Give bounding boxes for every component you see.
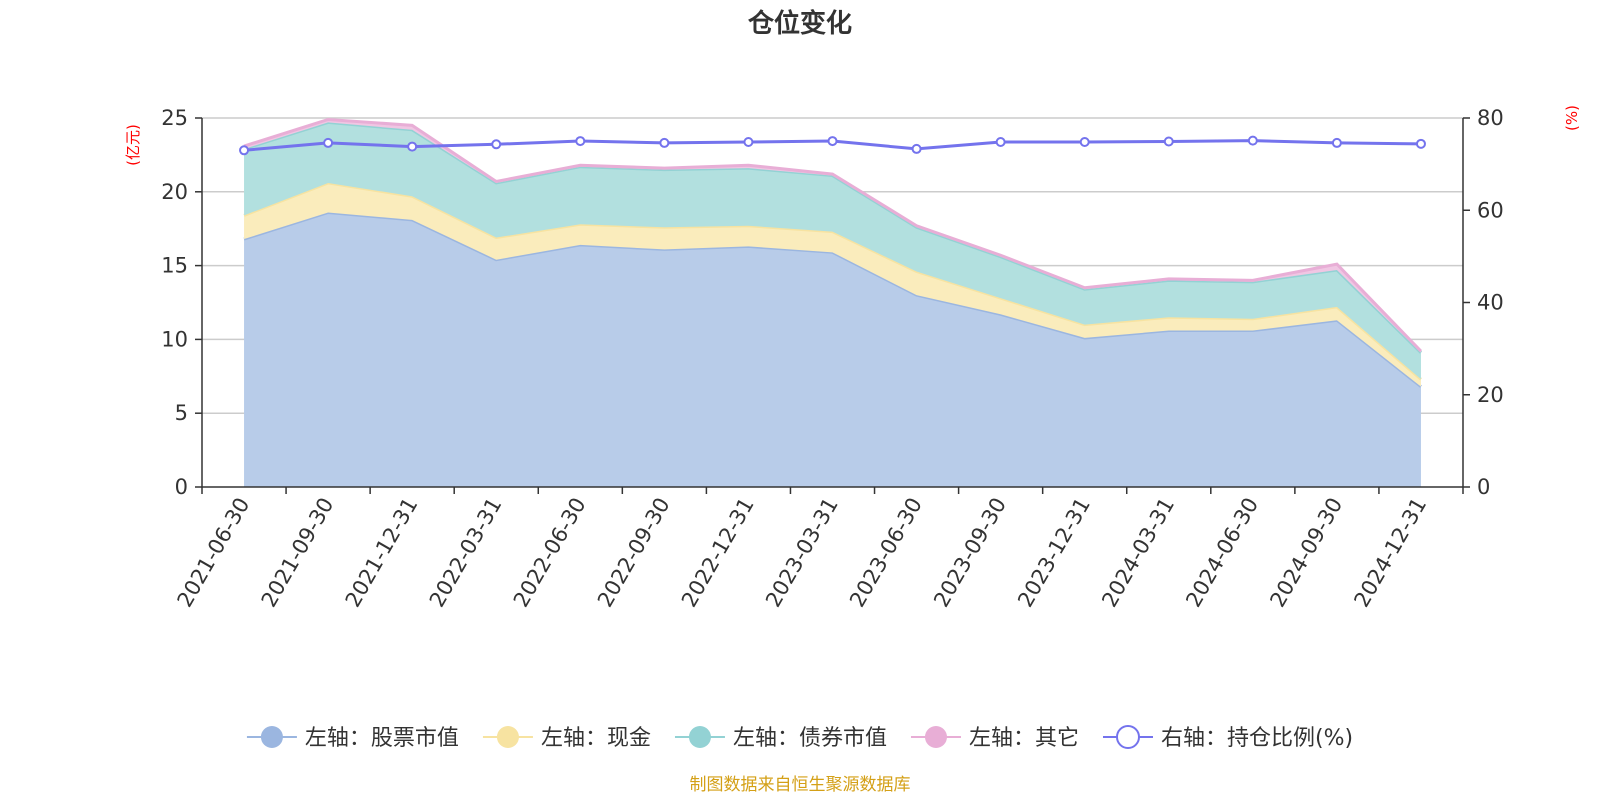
ratio-point	[827, 136, 838, 147]
chart-title: 仓位变化	[747, 8, 852, 39]
x-tick-label: 2021-06-30	[173, 494, 255, 612]
legend-marker-icon	[260, 726, 283, 748]
right-tick-label: 20	[1477, 383, 1504, 407]
right-tick-label: 60	[1477, 198, 1504, 222]
ratio-point	[911, 143, 922, 154]
legend-label: 左轴：股票市值	[305, 726, 459, 751]
x-tick-label: 2024-03-31	[1097, 494, 1179, 612]
legend-marker-icon	[1115, 725, 1140, 749]
left-tick-label: 10	[161, 327, 188, 351]
area-series-2	[244, 122, 1421, 380]
area-edge-3	[243, 117, 1423, 353]
right-tick-label: 0	[1477, 475, 1490, 499]
ratio-point	[239, 145, 250, 156]
ratio-point	[1415, 138, 1426, 149]
x-tick-label: 2022-03-31	[425, 494, 507, 612]
legend-marker-icon	[924, 726, 947, 748]
data-source-footer: 制图数据来自恒生聚源数据库	[690, 775, 911, 795]
legend-marker-icon	[496, 726, 519, 748]
x-tick-label: 2022-06-30	[509, 494, 591, 612]
x-tick-label: 2021-09-30	[257, 494, 339, 612]
x-tick-label: 2023-06-30	[845, 494, 927, 612]
left-tick-label: 5	[175, 401, 188, 425]
ratio-point	[659, 137, 670, 148]
ratio-point	[491, 139, 502, 150]
ratio-point	[1163, 136, 1174, 147]
right-axis-unit: (%)	[1563, 105, 1581, 131]
ratio-point	[407, 141, 418, 152]
right-tick-label: 80	[1477, 106, 1504, 130]
ratio-point	[1247, 135, 1258, 146]
x-tick-label: 2024-06-30	[1181, 494, 1263, 612]
x-tick-label: 2023-12-31	[1013, 494, 1095, 612]
left-tick-label: 0	[175, 475, 188, 499]
left-tick-label: 20	[161, 180, 188, 204]
left-tick-label: 15	[161, 254, 188, 278]
ratio-point	[575, 136, 586, 147]
area-series-1	[244, 182, 1421, 387]
legend-label: 左轴：债券市值	[733, 726, 887, 751]
x-tick-label: 2024-12-31	[1349, 494, 1431, 612]
ratio-point	[323, 137, 334, 148]
ratio-point	[995, 136, 1006, 147]
right-tick-label: 40	[1477, 291, 1504, 315]
legend-marker-icon	[688, 726, 711, 748]
legend-label: 左轴：其它	[969, 726, 1079, 751]
legend-label: 左轴：现金	[541, 726, 651, 751]
legend-label: 右轴：持仓比例(%)	[1161, 726, 1353, 751]
x-tick-label: 2022-12-31	[677, 494, 759, 612]
left-axis-unit: (亿元)	[124, 124, 142, 166]
ratio-point	[1331, 137, 1342, 148]
left-tick-label: 25	[161, 106, 188, 130]
stacked-areas	[243, 117, 1423, 488]
area-series-0	[244, 212, 1421, 488]
x-tick-label: 2023-03-31	[761, 494, 843, 612]
x-tick-label: 2022-09-30	[593, 494, 675, 612]
x-tick-label: 2023-09-30	[929, 493, 1011, 611]
position-ratio-line	[239, 135, 1426, 156]
ratio-point	[743, 136, 754, 147]
legend: 左轴：股票市值 左轴：现金 左轴：债券市值 左轴：其它 右轴：持仓比例(%)	[246, 725, 1353, 751]
x-tick-label: 2021-12-31	[341, 493, 423, 611]
x-tick-label: 2024-09-30	[1265, 494, 1347, 612]
ratio-point	[1079, 136, 1090, 147]
